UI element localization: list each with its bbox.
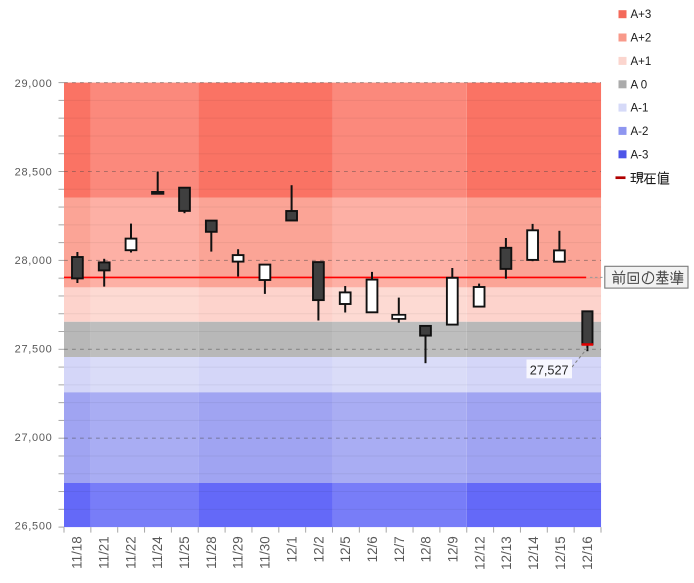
svg-text:12/6: 12/6 bbox=[365, 536, 380, 562]
svg-text:12/5: 12/5 bbox=[338, 536, 353, 562]
svg-text:27,000: 27,000 bbox=[15, 432, 53, 444]
svg-text:12/13: 12/13 bbox=[499, 536, 514, 570]
svg-text:28,000: 28,000 bbox=[15, 255, 53, 267]
svg-text:A-3: A-3 bbox=[631, 149, 649, 161]
svg-text:12/8: 12/8 bbox=[419, 536, 434, 562]
svg-text:12/15: 12/15 bbox=[553, 536, 568, 570]
svg-text:12/7: 12/7 bbox=[392, 536, 407, 562]
svg-text:A-2: A-2 bbox=[631, 126, 649, 138]
svg-text:11/22: 11/22 bbox=[123, 536, 138, 569]
svg-text:12/9: 12/9 bbox=[446, 536, 461, 562]
svg-text:A+2: A+2 bbox=[631, 33, 652, 45]
svg-text:12/12: 12/12 bbox=[472, 536, 487, 570]
svg-text:11/24: 11/24 bbox=[150, 536, 165, 569]
svg-text:A+1: A+1 bbox=[631, 56, 652, 68]
svg-text:11/18: 11/18 bbox=[70, 536, 85, 569]
svg-text:11/29: 11/29 bbox=[231, 536, 246, 569]
svg-text:29,000: 29,000 bbox=[15, 78, 53, 90]
svg-text:12/14: 12/14 bbox=[526, 536, 541, 570]
svg-text:A-1: A-1 bbox=[631, 103, 649, 115]
svg-text:11/30: 11/30 bbox=[258, 536, 273, 569]
svg-text:12/16: 12/16 bbox=[580, 536, 595, 570]
svg-text:12/1: 12/1 bbox=[284, 536, 299, 562]
svg-text:12/2: 12/2 bbox=[311, 536, 326, 562]
svg-text:A+3: A+3 bbox=[631, 9, 652, 21]
svg-text:11/25: 11/25 bbox=[177, 536, 192, 569]
svg-text:28,500: 28,500 bbox=[15, 166, 53, 178]
svg-text:11/21: 11/21 bbox=[97, 536, 112, 569]
svg-text:27,500: 27,500 bbox=[15, 343, 53, 355]
svg-text:11/28: 11/28 bbox=[204, 536, 219, 569]
svg-text:A 0: A 0 bbox=[631, 79, 648, 91]
svg-text:26,500: 26,500 bbox=[15, 520, 53, 532]
svg-text:27,527: 27,527 bbox=[530, 363, 569, 377]
